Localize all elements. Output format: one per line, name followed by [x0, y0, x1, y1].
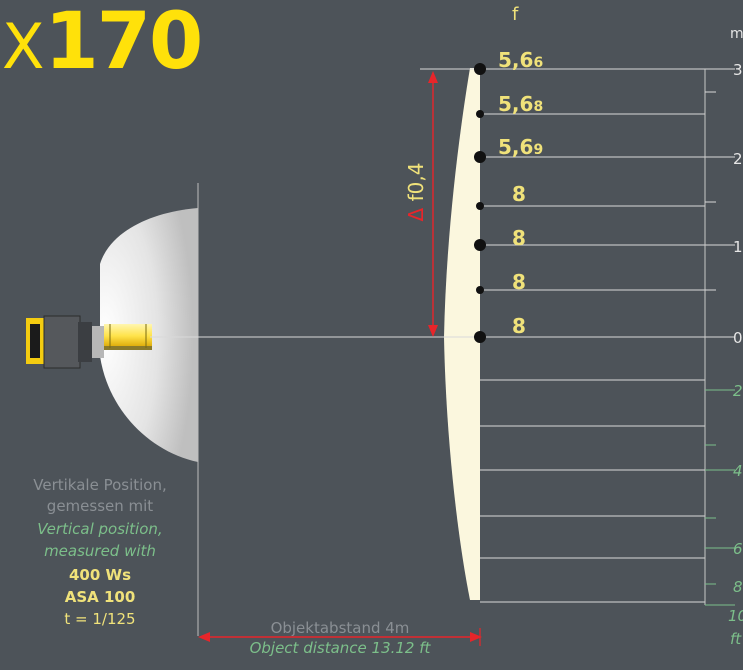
meter-tick: 0: [733, 329, 743, 347]
object-distance-en: Object distance 13.12 ft: [249, 639, 431, 657]
product-title: X170: [2, 2, 203, 83]
measurement-points: [474, 63, 486, 343]
feet-tick: 2: [733, 382, 743, 400]
aperture-value: 8: [512, 314, 526, 338]
title-prefix: X: [2, 10, 45, 83]
feet-tick: 4: [733, 462, 743, 480]
aperture-value: 5,68: [498, 92, 544, 116]
delta-value: f0,4: [404, 162, 428, 202]
feet-lines: [480, 379, 705, 603]
flash-power: 400 Ws: [68, 566, 131, 584]
feet-tick: 6: [733, 540, 743, 558]
desc-de-line1: Vertikale Position,: [33, 476, 167, 494]
meter-lines: [420, 68, 735, 338]
desc-en-line2: measured with: [44, 542, 156, 560]
aperture-header: f: [512, 4, 519, 25]
desc-de-line2: gemessen mit: [46, 497, 154, 515]
feet-unit: ft: [730, 630, 742, 648]
aperture-value: 8: [512, 226, 526, 250]
delta-arrow: [428, 71, 438, 337]
title-model: 170: [44, 0, 203, 87]
object-distance-de: Objektabstand 4m: [270, 619, 410, 637]
meter-tick: 2: [733, 150, 743, 168]
flash-head-icon: [26, 315, 152, 369]
delta-label: Δ f0,4: [404, 152, 428, 232]
aperture-value: 5,66: [498, 48, 544, 72]
distance-arrow: [198, 628, 482, 646]
meter-tick: 3: [733, 61, 743, 79]
desc-en-line1: Vertical position,: [37, 520, 163, 538]
feet-tick: 10: [728, 607, 743, 625]
aperture-value: 8: [512, 270, 526, 294]
meter-tick: 1: [733, 238, 743, 256]
shutter-speed: t = 1/125: [64, 610, 136, 628]
aperture-value: 8: [512, 182, 526, 206]
unit-header: m: [730, 26, 743, 42]
measurement-panel: [444, 68, 480, 600]
aperture-value: 5,69: [498, 135, 544, 159]
delta-symbol: Δ: [404, 207, 428, 222]
feet-tick: 8: [733, 578, 743, 596]
film-speed: ASA 100: [64, 588, 136, 606]
